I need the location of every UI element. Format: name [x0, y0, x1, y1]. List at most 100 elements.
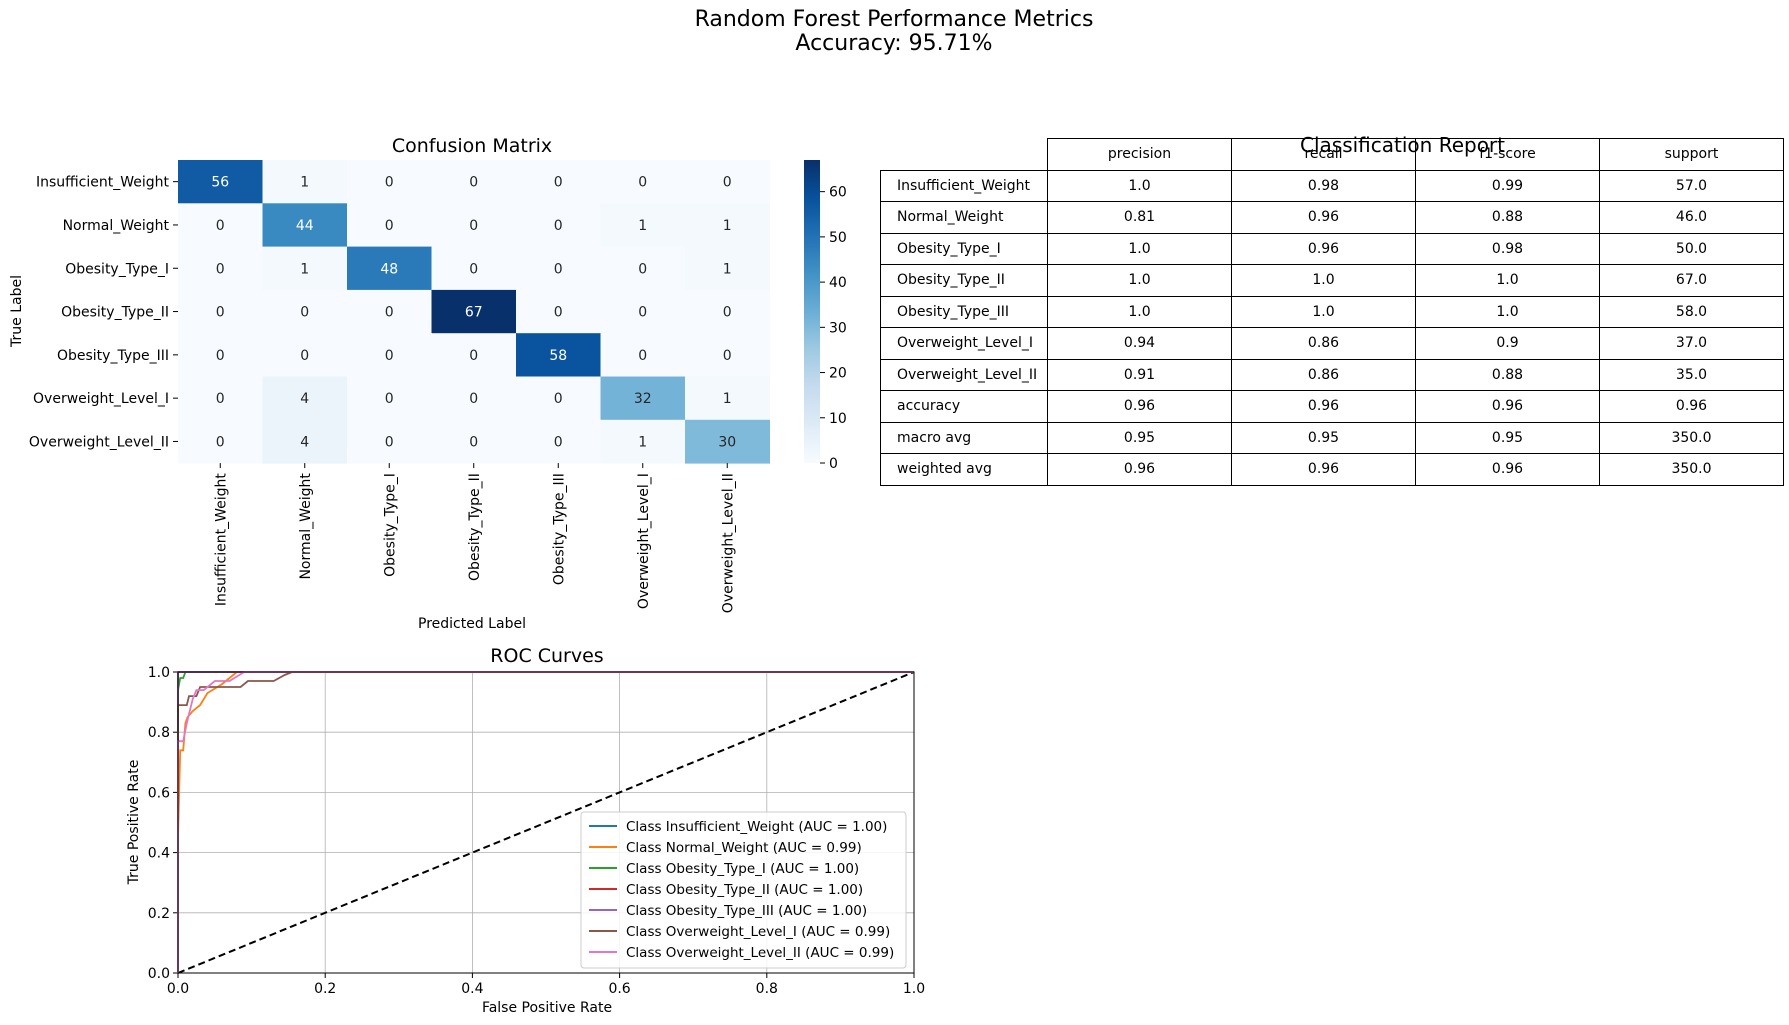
- report-cell: 0.94: [1047, 327, 1232, 360]
- report-cell: 350.0: [1599, 421, 1784, 454]
- cm-cell: [262, 289, 348, 334]
- cm-cell-value: 0: [385, 434, 394, 450]
- report-cell: 35.0: [1599, 358, 1784, 391]
- roc-ytick-label: 1.0: [148, 665, 170, 681]
- report-cell: 1.0: [1231, 295, 1416, 328]
- confusion-matrix-xlabel: Predicted Label: [418, 616, 526, 632]
- report-cell: 1.0: [1047, 232, 1232, 265]
- roc-ytick-label: 0.4: [148, 846, 170, 862]
- confusion-matrix: 56 1 0 0 0 0 00 44 0 0 0 1 10 1 48 0 0 0 10 0 0 67 0 0 00 0 0 0 58 0 0…: [29, 160, 770, 613]
- roc-diagonal: [177, 671, 915, 974]
- cm-cell: [516, 289, 601, 334]
- cm-xtick-label: Overweight_Level_I: [636, 473, 652, 609]
- cm-cell-value: 0: [216, 305, 225, 321]
- report-cell: 0.96: [1415, 453, 1600, 486]
- cm-cell: [262, 333, 348, 377]
- cm-cell-value: 67: [465, 305, 483, 321]
- report-corner: [881, 139, 1048, 171]
- report-cell: 50.0: [1599, 232, 1784, 265]
- cm-cell-value: 0: [469, 218, 478, 234]
- cm-cell-value: 0: [554, 305, 563, 321]
- cm-cell-value: 58: [549, 348, 567, 364]
- report-row-label: Obesity_Type_I: [880, 232, 1048, 265]
- cm-cell: [262, 203, 348, 248]
- roc-title: ROC Curves: [490, 645, 603, 667]
- report-cell: 0.88: [1415, 358, 1600, 391]
- cm-cell-value: 0: [469, 261, 478, 277]
- roc-xtick-label: 0.6: [608, 981, 630, 997]
- cm-xtick-label: Obesity_Type_II: [467, 473, 483, 581]
- cm-ytick-label: Obesity_Type_II: [61, 305, 169, 321]
- cm-cell-value: 0: [469, 175, 478, 191]
- cm-cell-value: 0: [723, 348, 732, 364]
- cm-cell: [685, 376, 770, 421]
- report-cell: 57.0: [1599, 169, 1784, 202]
- roc-ylabel: True Positive Rate: [126, 760, 142, 886]
- cm-cell: [516, 203, 601, 248]
- report-row-label: Normal_Weight: [880, 201, 1048, 234]
- figure-subtitle: Accuracy: 95.71%: [795, 31, 992, 56]
- cm-cell-value: 1: [638, 434, 647, 450]
- report-column-header: f1-score: [1415, 138, 1600, 171]
- report-cell: 0.98: [1231, 169, 1416, 202]
- cm-cell: [178, 160, 263, 204]
- cm-cell-value: 32: [634, 391, 652, 407]
- cm-cell-value: 0: [723, 305, 732, 321]
- cm-cell-value: 4: [300, 434, 309, 450]
- report-cell: 58.0: [1599, 295, 1784, 328]
- report-cell: 1.0: [1415, 295, 1600, 328]
- report-cell: 67.0: [1599, 264, 1784, 297]
- cm-ytick-label: Normal_Weight: [63, 218, 170, 234]
- cm-cell: [600, 376, 686, 421]
- classification-report-table: precision recall f1-score support Insufficie…: [880, 138, 1784, 486]
- cm-cell-value: 0: [638, 261, 647, 277]
- cm-xtick-label: Overweight_Level_II: [720, 473, 736, 613]
- roc-legend: [580, 811, 907, 969]
- cm-xtick-label: Insufficient_Weight: [213, 473, 229, 607]
- cm-cell: [262, 376, 348, 421]
- cm-xtick-label: Normal_Weight: [298, 473, 314, 580]
- report-row: Obesity_Type_II 1.0 1.0 1.0 67.0: [880, 264, 1784, 297]
- report-row-label: Overweight_Level_II: [880, 358, 1048, 391]
- cm-ytick-label: Obesity_Type_III: [57, 348, 169, 364]
- cm-cell-value: 0: [216, 434, 225, 450]
- report-cell: 0.96: [1231, 232, 1416, 265]
- cm-cell-value: 0: [554, 175, 563, 191]
- cm-cell: [347, 333, 432, 377]
- report-cell: 1.0: [1415, 264, 1600, 297]
- report-row: Obesity_Type_III 1.0 1.0 1.0 58.0: [880, 295, 1784, 328]
- roc-legend-label: Class Normal_Weight (AUC = 0.99): [626, 840, 862, 856]
- report-column-header: support: [1599, 138, 1784, 171]
- cm-cell-value: 0: [300, 348, 309, 364]
- roc-xtick-label: 0.0: [167, 981, 189, 997]
- report-row: Overweight_Level_I 0.94 0.86 0.9 37.0: [880, 327, 1784, 360]
- report-column-header: precision: [1047, 138, 1232, 171]
- cm-cell-value: 0: [554, 391, 563, 407]
- cm-cell-value: 0: [469, 391, 478, 407]
- roc-series-line: [177, 671, 914, 973]
- confusion-matrix-title: Confusion Matrix: [392, 135, 552, 157]
- roc-ytick-label: 0.6: [148, 785, 170, 801]
- cm-cell: [685, 333, 770, 377]
- cm-cell-value: 0: [385, 175, 394, 191]
- cm-cell: [178, 203, 263, 248]
- cm-cell: [431, 203, 517, 248]
- cm-cell: [262, 419, 348, 464]
- cm-cell: [347, 246, 432, 291]
- report-cell: 0.96: [1599, 390, 1784, 423]
- report-cell: 1.0: [1231, 264, 1416, 297]
- cm-cell: [262, 246, 348, 291]
- report-cell: 0.98: [1415, 232, 1600, 265]
- cm-cell-value: 0: [638, 305, 647, 321]
- report-cell: 0.96: [1231, 201, 1416, 234]
- cm-cell-value: 0: [554, 434, 563, 450]
- cm-cell: [600, 160, 686, 204]
- roc-axes-frame: [177, 671, 915, 974]
- cm-cell: [347, 376, 432, 421]
- report-row-label: Overweight_Level_I: [880, 327, 1048, 360]
- figure-suptitle: Random Forest Performance Metrics: [695, 7, 1094, 32]
- cm-cell-value: 4: [300, 391, 309, 407]
- cm-cell: [431, 289, 517, 334]
- cm-ytick-label: Insufficient_Weight: [36, 175, 170, 191]
